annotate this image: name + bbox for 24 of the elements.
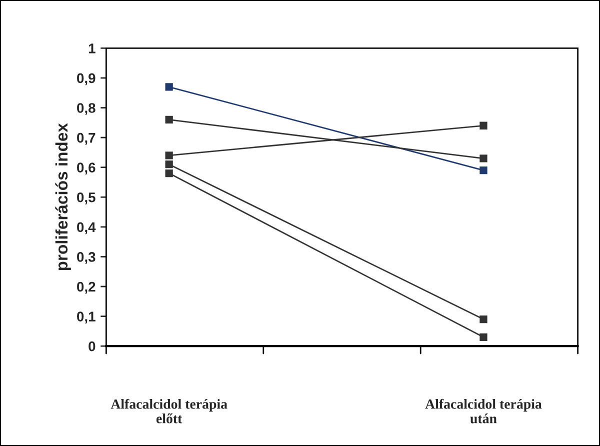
y-tick-label: 1 (88, 44, 96, 54)
y-tick-label: 0 (88, 341, 96, 352)
point (165, 152, 173, 160)
y-tick-label: 0,5 (77, 192, 96, 204)
y-tick-label: 0,1 (77, 312, 96, 324)
y-axis-title: proliferációs index (55, 123, 71, 270)
point (165, 169, 173, 178)
point (480, 166, 488, 174)
point (480, 315, 488, 324)
y-tick-label: 0,6 (77, 162, 96, 175)
y-tick-label: 0,8 (77, 103, 96, 115)
point (480, 333, 488, 341)
y-tick-label: 0,3 (77, 252, 96, 264)
point (165, 116, 173, 124)
x-tick-label: Alfacalcidol terápia előtt (110, 398, 228, 424)
point (480, 154, 488, 162)
y-tick-label: 0,7 (77, 132, 96, 145)
y-tick-label: 0,9 (77, 73, 96, 86)
y-tick-label: 0,2 (77, 282, 96, 294)
y-tick-label: 0,4 (77, 222, 96, 234)
point (480, 122, 488, 130)
x-tick-label: Alfacalcidol terápia után (425, 398, 542, 424)
point (165, 83, 173, 91)
point (165, 160, 173, 168)
